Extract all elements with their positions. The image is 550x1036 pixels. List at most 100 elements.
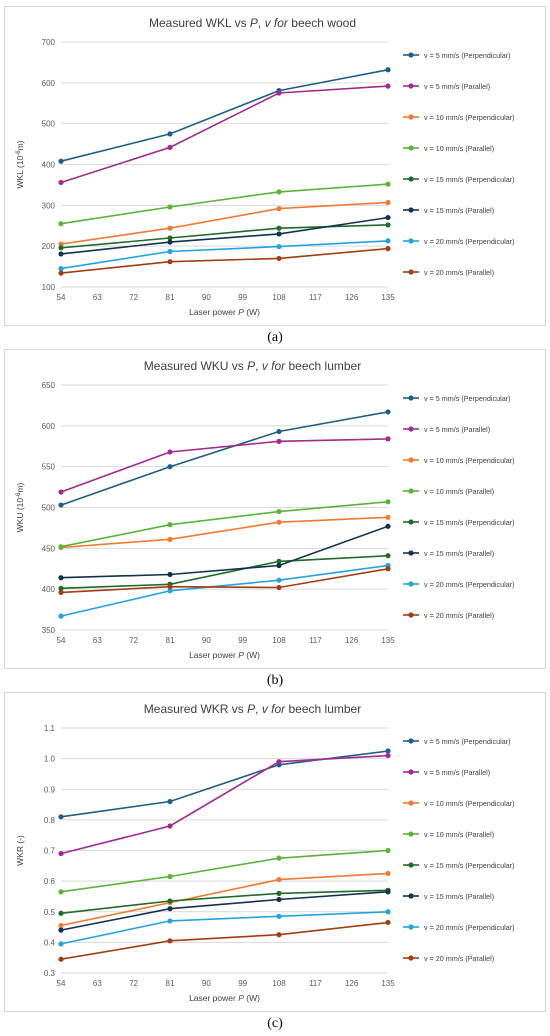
y-tick-label: 0.5 (44, 908, 56, 917)
legend-swatch-marker (408, 83, 414, 89)
x-tick-label: 81 (166, 636, 175, 645)
text-part: , (258, 16, 265, 30)
y-tick-label: 100 (42, 283, 56, 292)
legend-swatch-marker (408, 488, 414, 494)
data-point (167, 144, 173, 150)
data-point (385, 199, 391, 206)
x-tick-label: 90 (202, 636, 211, 645)
data-point (58, 613, 64, 619)
caption-c: (c) (267, 1016, 283, 1031)
data-point (385, 752, 391, 759)
legend-label: v = 15 mm/s (Parallel) (424, 892, 494, 901)
legend-label: v = 10 mm/s (Parallel) (424, 144, 494, 153)
y-tick-label: 550 (42, 463, 56, 472)
data-point (167, 204, 173, 210)
chart-svg-c: Measured WKR vs P, v for beech lumber 0.3… (15, 702, 514, 1003)
x-tick-label: 135 (381, 636, 395, 645)
data-point (276, 558, 282, 564)
text-part: P (238, 307, 244, 317)
legend-label: v = 15 mm/s (Parallel) (424, 206, 494, 215)
legend-swatch-marker (408, 831, 414, 837)
data-point (276, 896, 282, 903)
caption-b: (b) (266, 673, 284, 688)
data-point (58, 502, 64, 508)
data-point (276, 231, 282, 237)
data-point (167, 571, 173, 578)
series-line-8 (60, 247, 389, 274)
data-point (167, 259, 173, 265)
legend-label: v = 20 mm/s (Perpendicular) (424, 923, 514, 932)
data-point (276, 243, 282, 250)
legend-label: v = 5 mm/s (Parallel) (424, 82, 490, 91)
text-part: P (247, 702, 255, 716)
data-point (385, 919, 391, 926)
y-tick-label: 200 (42, 242, 56, 251)
data-point (276, 428, 282, 435)
series-line-2 (60, 438, 389, 493)
data-point (167, 918, 173, 924)
data-point (58, 589, 64, 596)
y-axis-label: WKR (-) (15, 835, 25, 866)
data-point (385, 238, 391, 244)
series-line-3 (60, 201, 389, 245)
y-tick-label: 700 (42, 38, 56, 47)
data-point (276, 519, 282, 525)
x-tick-label: 108 (272, 636, 286, 645)
legend-label: v = 15 mm/s (Perpendicular) (424, 861, 514, 870)
y-axis-label: WKL (10-6m) (15, 140, 25, 188)
x-tick-label: 63 (93, 636, 102, 645)
data-point (58, 814, 64, 820)
legend-swatch-marker (408, 955, 414, 961)
data-point (58, 544, 64, 550)
x-tick-label: 90 (202, 293, 211, 302)
legend-label: v = 5 mm/s (Parallel) (424, 768, 490, 777)
x-tick-label: 54 (57, 979, 66, 988)
data-point (385, 436, 391, 442)
text-part: P (238, 650, 244, 660)
data-point (58, 889, 64, 895)
data-point (167, 464, 173, 470)
legend-label: v = 10 mm/s (Perpendicular) (424, 113, 514, 122)
series-line-4 (60, 849, 389, 893)
text-part: , (255, 702, 262, 716)
chart-svg-a: Measured WKL vs P, v for beech wood 100 20… (15, 16, 514, 317)
x-tick-label: 63 (93, 293, 102, 302)
legend-label: v = 20 mm/s (Parallel) (424, 268, 494, 277)
text-part: -6 (16, 492, 22, 498)
data-point (167, 798, 173, 805)
legend-swatch-marker (408, 457, 414, 463)
y-tick-label: 300 (42, 201, 56, 210)
legend-swatch-marker (408, 738, 414, 744)
data-point (58, 270, 64, 276)
text-part: v for (262, 359, 286, 373)
y-tick-label: 600 (42, 422, 56, 431)
legend-swatch-marker (408, 769, 414, 775)
data-point (167, 873, 173, 880)
text-part: Measured WKR vs (144, 702, 247, 716)
legend-swatch-marker (408, 114, 414, 120)
data-point (385, 523, 391, 529)
data-point (385, 222, 391, 228)
y-tick-label: 400 (42, 161, 56, 170)
data-point (276, 584, 282, 591)
data-point (276, 438, 282, 444)
x-axis-label: Laser power P (W) (189, 307, 260, 317)
x-tick-label: 108 (272, 979, 286, 988)
data-point (385, 909, 391, 915)
legend-label: v = 5 mm/s (Perpendicular) (424, 51, 510, 60)
x-tick-label: 63 (93, 979, 102, 988)
text-part: beech lumber (285, 702, 361, 716)
x-tick-label: 117 (309, 636, 322, 645)
data-point (167, 938, 173, 944)
series-line-1 (60, 69, 389, 162)
data-point (167, 588, 173, 594)
x-tick-label: 126 (345, 636, 359, 645)
series-line-4 (60, 183, 389, 225)
data-point (385, 514, 391, 520)
series-line-5 (60, 889, 389, 915)
data-point (276, 562, 282, 569)
data-point (385, 748, 391, 754)
data-point (167, 536, 173, 542)
data-point (385, 214, 391, 221)
legend-swatch-marker (408, 612, 414, 618)
